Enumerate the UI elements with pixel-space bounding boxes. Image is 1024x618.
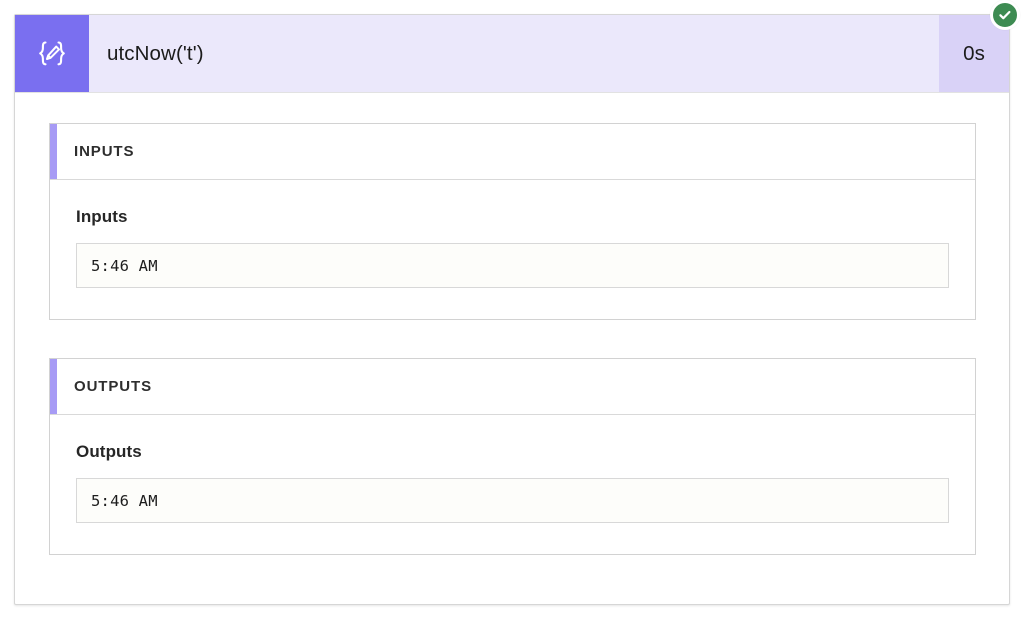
panel-accent-bar: [50, 359, 57, 414]
panel-accent-bar: [50, 124, 57, 179]
action-title: utcNow('t'): [107, 41, 204, 65]
outputs-panel-content: Outputs 5:46 AM: [50, 415, 975, 554]
outputs-field-label: Outputs: [76, 442, 142, 461]
inputs-field-value[interactable]: 5:46 AM: [76, 243, 949, 288]
outputs-panel-header[interactable]: OUTPUTS: [50, 359, 975, 415]
inputs-panel-title: INPUTS: [74, 143, 135, 160]
inputs-panel-header[interactable]: INPUTS: [50, 124, 975, 180]
inputs-panel: INPUTS Inputs 5:46 AM: [49, 123, 976, 320]
check-icon: [999, 10, 1011, 20]
inputs-field-label: Inputs: [76, 207, 128, 226]
inputs-panel-content: Inputs 5:46 AM: [50, 180, 975, 319]
action-card-header[interactable]: utcNow('t') 0s: [15, 0, 1020, 93]
outputs-panel-title: OUTPUTS: [74, 378, 152, 395]
expression-braces-pencil-icon: [15, 15, 89, 92]
status-badge: [990, 0, 1020, 30]
outputs-field-value[interactable]: 5:46 AM: [76, 478, 949, 523]
action-card: utcNow('t') 0s INPUTS Inputs 5:46 AM OU: [14, 0, 1020, 605]
action-card-body: INPUTS Inputs 5:46 AM OUTPUTS Outputs 5:…: [15, 93, 1009, 555]
outputs-panel: OUTPUTS Outputs 5:46 AM: [49, 358, 976, 555]
